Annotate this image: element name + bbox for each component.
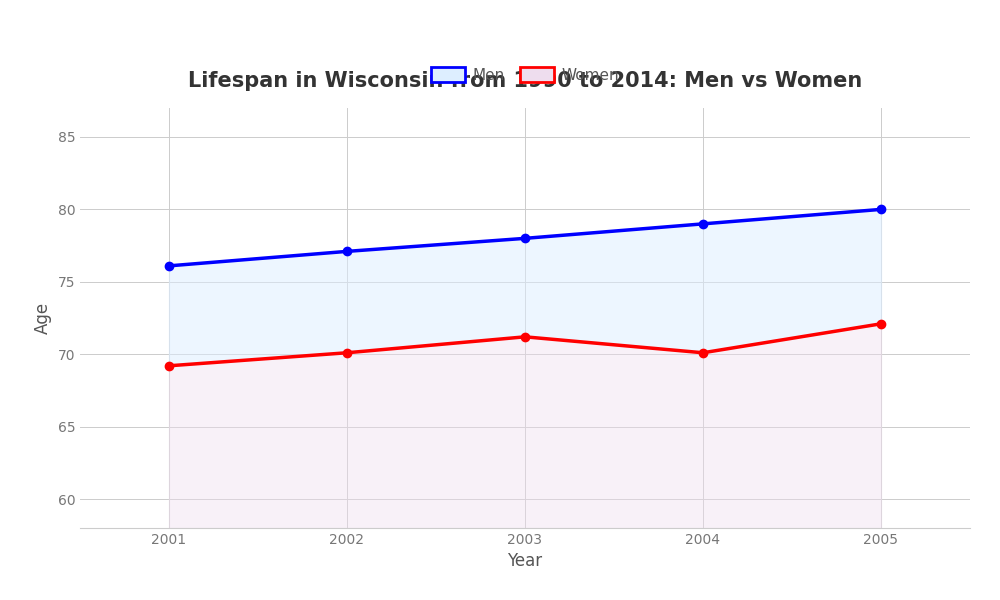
- Y-axis label: Age: Age: [34, 302, 52, 334]
- Title: Lifespan in Wisconsin from 1990 to 2014: Men vs Women: Lifespan in Wisconsin from 1990 to 2014:…: [188, 71, 862, 91]
- X-axis label: Year: Year: [507, 553, 543, 571]
- Legend: Men, Women: Men, Women: [425, 61, 625, 89]
